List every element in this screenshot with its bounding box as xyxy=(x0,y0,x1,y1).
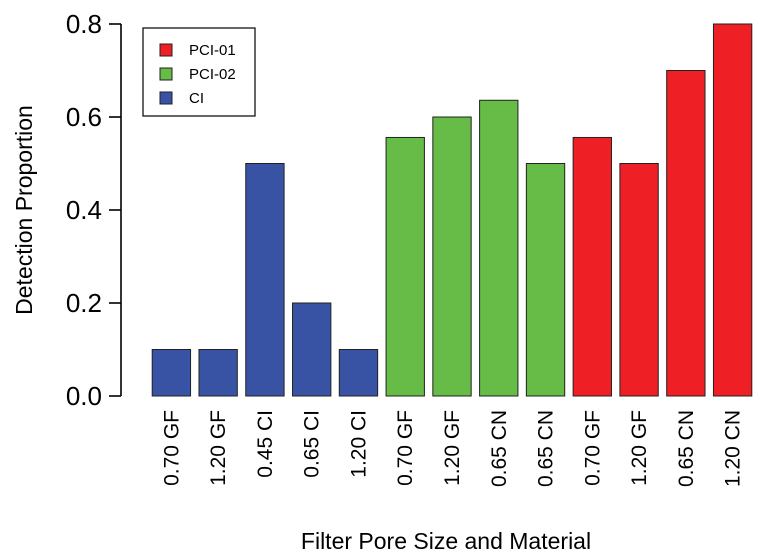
legend-label: PCI-01 xyxy=(189,42,236,59)
x-tick-label: 1.20 GF xyxy=(207,410,230,486)
bar-4 xyxy=(292,302,332,397)
x-tick-label: 0.65 CN xyxy=(675,410,698,487)
x-tick-label: 1.20 CN xyxy=(722,410,745,487)
legend-label: CI xyxy=(189,90,204,107)
x-tick-label: 1.20 GF xyxy=(628,410,651,486)
y-tick-label: 0.0 xyxy=(66,381,102,411)
bar-10 xyxy=(572,136,612,397)
x-tick-label: 1.20 CI xyxy=(347,410,370,478)
bar-6 xyxy=(385,136,425,397)
legend: PCI-01 PCI-02 CI xyxy=(142,27,256,117)
legend-label: PCI-02 xyxy=(189,66,236,83)
bar-11 xyxy=(619,163,659,397)
y-tick-label: 0.2 xyxy=(66,288,102,318)
legend-swatch xyxy=(159,91,173,105)
y-ticks-group: 0.0 0.2 0.4 0.6 0.8 xyxy=(66,9,121,411)
y-tick-label: 0.6 xyxy=(66,102,102,132)
x-tick-label: 1.20 GF xyxy=(441,410,464,486)
bar-7 xyxy=(432,116,472,397)
y-tick-label: 0.4 xyxy=(66,195,102,225)
bars-group xyxy=(151,23,753,397)
x-tick-label: 0.45 CI xyxy=(254,410,277,478)
legend-swatch xyxy=(159,67,173,81)
bar-5 xyxy=(338,349,379,397)
x-tick-label: 0.65 CI xyxy=(301,410,324,478)
x-tick-label: 0.65 CN xyxy=(488,410,511,487)
bar-12 xyxy=(666,70,706,397)
x-axis-title: Filter Pore Size and Material xyxy=(301,528,591,554)
legend-swatch xyxy=(159,43,173,57)
bar-8 xyxy=(479,99,519,397)
bar-2 xyxy=(198,349,238,397)
x-ticks-group: 0.70 GF 1.20 GF 0.45 CI 0.65 CI 1.20 CI 0.70 … xyxy=(160,410,744,487)
bar-9 xyxy=(525,163,566,397)
bar-1 xyxy=(151,349,192,397)
bar-13 xyxy=(712,23,753,397)
x-tick-label: 0.70 GF xyxy=(160,410,183,486)
x-tick-label: 0.70 GF xyxy=(394,410,417,486)
x-tick-label: 0.65 CN xyxy=(535,410,558,487)
y-tick-label: 0.8 xyxy=(66,9,102,39)
x-tick-label: 0.70 GF xyxy=(581,410,604,486)
bar-3 xyxy=(245,163,285,397)
y-axis-title: Detection Proportion xyxy=(11,105,37,315)
